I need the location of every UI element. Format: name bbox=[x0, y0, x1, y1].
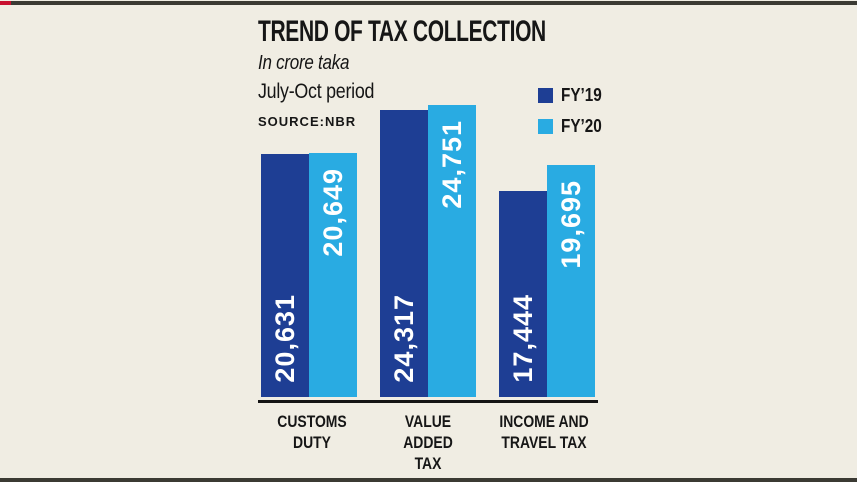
unit-note: In crore taka bbox=[258, 52, 350, 74]
x-axis-line bbox=[258, 400, 598, 403]
legend-label-fy19: FY’19 bbox=[561, 85, 602, 105]
bar-group-income-travel-tax: 17,444 19,695 bbox=[499, 165, 595, 397]
bar-fy20-value-added-tax: 24,751 bbox=[428, 105, 476, 397]
legend-item-fy19: FY’19 bbox=[538, 85, 609, 106]
bar-value-label: 24,317 bbox=[388, 294, 419, 383]
page-title: TREND OF TAX COLLECTION bbox=[258, 15, 546, 48]
bar-group-value-added-tax: 24,317 24,751 bbox=[380, 105, 476, 397]
bar-fy20-income-travel-tax: 19,695 bbox=[547, 165, 595, 397]
category-label-line: INCOME AND bbox=[499, 412, 589, 431]
top-border bbox=[0, 1, 857, 5]
legend-item-fy20: FY’20 bbox=[538, 116, 609, 137]
category-label-line: TAX bbox=[414, 454, 442, 473]
category-label-line: TRAVEL TAX bbox=[501, 433, 587, 452]
bar-fy20-customs-duty: 20,649 bbox=[309, 153, 357, 397]
legend-swatch-fy19 bbox=[538, 88, 553, 103]
bottom-border bbox=[0, 478, 857, 482]
bar-fy19-income-travel-tax: 17,444 bbox=[499, 191, 547, 397]
category-label-income-travel-tax: INCOME AND TRAVEL TAX bbox=[496, 411, 591, 474]
legend: FY’19 FY’20 bbox=[538, 85, 609, 147]
bar-fy19-customs-duty: 20,631 bbox=[261, 154, 309, 397]
bar-group-customs-duty: 20,631 20,649 bbox=[261, 153, 357, 397]
category-label-line: VALUE ADDED bbox=[403, 412, 453, 452]
category-label-line: DUTY bbox=[293, 433, 331, 452]
bar-value-label: 20,649 bbox=[317, 168, 348, 257]
bar-chart: 20,631 20,649 24,317 24,751 17,444 19,69… bbox=[258, 105, 598, 397]
legend-swatch-fy20 bbox=[538, 119, 553, 134]
category-label-value-added-tax: VALUE ADDED TAX bbox=[380, 411, 475, 474]
bar-value-label: 19,695 bbox=[555, 180, 586, 269]
bar-fy19-value-added-tax: 24,317 bbox=[380, 110, 428, 397]
category-label-line: CUSTOMS bbox=[277, 412, 347, 431]
category-labels: CUSTOMS DUTY VALUE ADDED TAX INCOME AND … bbox=[254, 411, 602, 474]
red-accent bbox=[0, 1, 11, 5]
bar-value-label: 17,444 bbox=[507, 294, 538, 383]
bar-value-label: 20,631 bbox=[269, 294, 300, 383]
bar-value-label: 24,751 bbox=[436, 120, 467, 209]
source-label: SOURCE:NBR bbox=[258, 114, 357, 129]
category-label-customs-duty: CUSTOMS DUTY bbox=[264, 411, 359, 474]
legend-label-fy20: FY’20 bbox=[561, 116, 602, 136]
period-label: July-Oct period bbox=[258, 80, 375, 103]
